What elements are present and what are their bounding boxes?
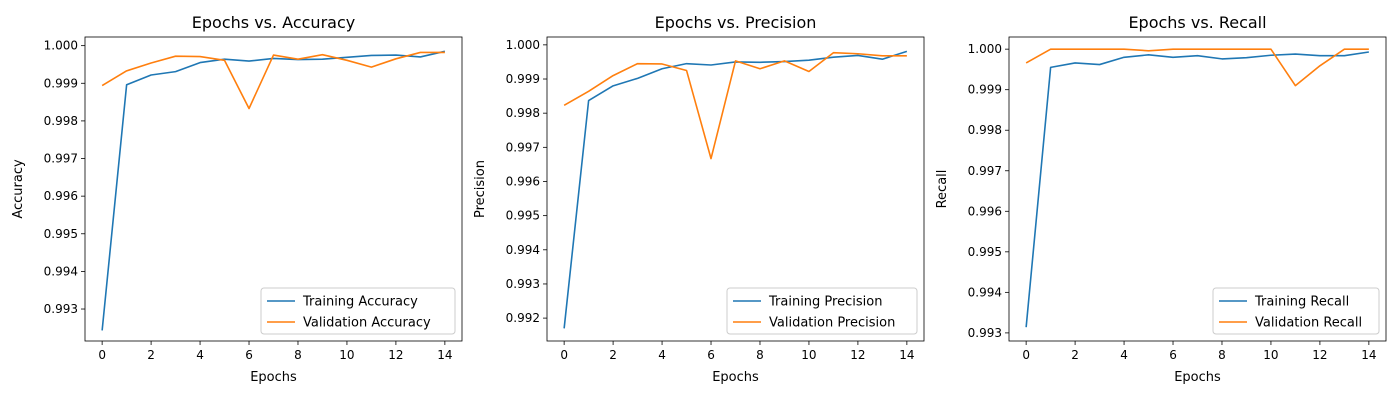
chart-title: Epochs vs. Precision xyxy=(655,13,817,32)
series-line-training xyxy=(1025,51,1369,328)
y-tick-label: 0.998 xyxy=(506,106,540,120)
y-tick-label: 0.999 xyxy=(968,83,1002,97)
x-axis-label: Epochs xyxy=(250,370,297,385)
x-axis-label: Epochs xyxy=(1174,370,1221,385)
y-tick-label: 0.995 xyxy=(44,227,78,241)
series-line-validation xyxy=(1025,48,1369,87)
y-tick-label: 0.998 xyxy=(968,123,1002,137)
x-tick-label: 10 xyxy=(801,348,816,362)
x-tick-label: 0 xyxy=(1022,348,1030,362)
legend-label: Validation Accuracy xyxy=(303,316,431,331)
y-tick-label: 0.994 xyxy=(44,264,78,278)
x-tick-label: 14 xyxy=(437,348,452,362)
y-tick-label: 1.000 xyxy=(44,39,78,53)
x-tick-label: 8 xyxy=(1218,348,1226,362)
y-tick-label: 0.996 xyxy=(44,189,78,203)
y-axis-label: Accuracy xyxy=(11,159,26,219)
y-tick-label: 0.996 xyxy=(506,174,540,188)
y-tick-label: 0.994 xyxy=(968,285,1002,299)
x-tick-label: 4 xyxy=(196,348,204,362)
legend-box xyxy=(726,287,918,335)
x-tick-label: 14 xyxy=(1361,348,1376,362)
y-tick-label: 0.997 xyxy=(506,140,540,154)
x-tick-label: 10 xyxy=(1263,348,1278,362)
x-tick-label: 6 xyxy=(1169,348,1177,362)
x-tick-label: 6 xyxy=(245,348,253,362)
series-line-training xyxy=(101,50,446,331)
legend-label: Training Precision xyxy=(768,295,882,310)
legend-label: Validation Recall xyxy=(1255,316,1362,331)
x-tick-label: 2 xyxy=(609,348,617,362)
legend: Training Precision Validation Precision xyxy=(726,287,918,335)
y-tick-label: 0.999 xyxy=(506,72,540,86)
x-tick-label: 0 xyxy=(560,348,568,362)
y-tick-label: 1.000 xyxy=(968,42,1002,56)
chart-panel-2: Epochs vs. Precision 0 2 4 6 8 10 12 14 0.992 0.99… xyxy=(473,13,925,385)
plot-frame xyxy=(84,36,463,342)
x-tick-label: 14 xyxy=(899,348,914,362)
y-tick-label: 0.997 xyxy=(44,152,78,166)
chart-panel-3: Epochs vs. Recall 0 2 4 6 8 10 12 14 0.993 0.994 0.… xyxy=(935,13,1387,385)
x-tick-label: 2 xyxy=(1071,348,1079,362)
legend-label: Validation Precision xyxy=(769,316,895,331)
y-tick-label: 0.992 xyxy=(506,311,540,325)
legend: Training Recall Validation Recall xyxy=(1212,287,1380,335)
y-tick-label: 0.996 xyxy=(968,204,1002,218)
y-tick-label: 0.995 xyxy=(968,245,1002,259)
legend-label: Training Recall xyxy=(1254,295,1349,310)
y-tick-label: 0.993 xyxy=(968,326,1002,340)
x-tick-label: 12 xyxy=(1312,348,1327,362)
x-tick-label: 2 xyxy=(147,348,155,362)
x-tick-label: 4 xyxy=(658,348,666,362)
x-tick-label: 12 xyxy=(388,348,403,362)
chart-title: Epochs vs. Accuracy xyxy=(192,13,355,32)
y-axis-label: Precision xyxy=(473,160,488,218)
x-tick-label: 4 xyxy=(1120,348,1128,362)
legend-box xyxy=(260,287,456,335)
y-tick-label: 1.000 xyxy=(506,38,540,52)
x-tick-label: 8 xyxy=(756,348,764,362)
x-tick-label: 12 xyxy=(850,348,865,362)
y-tick-label: 0.993 xyxy=(44,302,78,316)
y-tick-label: 0.993 xyxy=(506,277,540,291)
legend-label: Training Accuracy xyxy=(302,295,418,310)
x-tick-label: 10 xyxy=(339,348,354,362)
y-tick-label: 0.998 xyxy=(44,114,78,128)
chart-panel-1: Epochs vs. Accuracy 0 2 4 6 8 10 12 14 0.993 0.994… xyxy=(11,13,463,385)
plot-frame xyxy=(1008,36,1387,342)
x-tick-label: 0 xyxy=(98,348,106,362)
x-axis-label: Epochs xyxy=(712,370,759,385)
x-tick-label: 8 xyxy=(294,348,302,362)
chart-title: Epochs vs. Recall xyxy=(1128,13,1266,32)
y-tick-label: 0.995 xyxy=(506,209,540,223)
legend-box xyxy=(1212,287,1380,335)
plot-frame xyxy=(546,36,925,342)
series-line-validation xyxy=(563,51,907,160)
series-line-validation xyxy=(101,51,445,110)
y-axis-label: Recall xyxy=(935,170,950,209)
y-tick-label: 0.994 xyxy=(506,243,540,257)
y-tick-label: 0.999 xyxy=(44,76,78,90)
y-tick-label: 0.997 xyxy=(968,164,1002,178)
series-line-training xyxy=(563,50,908,329)
x-tick-label: 6 xyxy=(707,348,715,362)
legend: Training Accuracy Validation Accuracy xyxy=(260,287,456,335)
